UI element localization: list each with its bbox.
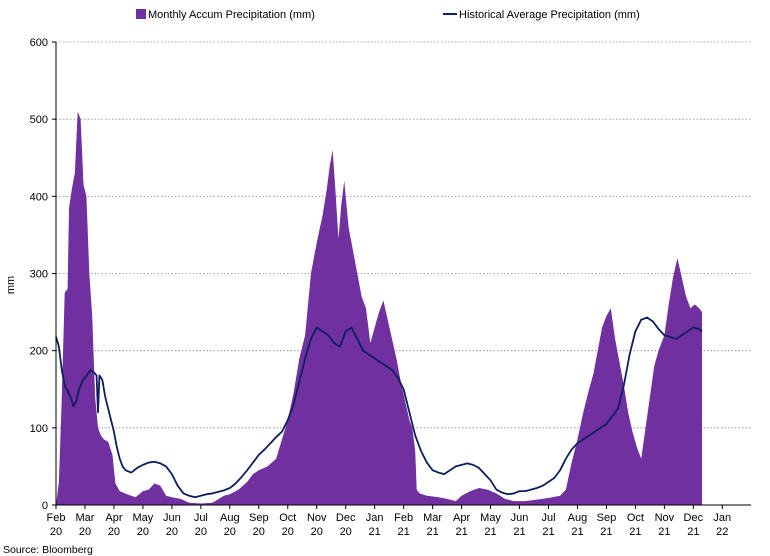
x-tick-label-year-10: 20 [340, 526, 352, 538]
x-tick-label-month-2: Apr [105, 512, 122, 524]
area-series-layer [56, 111, 703, 505]
x-tick-label-year-4: 20 [166, 526, 178, 538]
y-tick-label-500: 500 [30, 114, 48, 126]
x-tick-label-year-0: 20 [50, 526, 62, 538]
x-tick-label-year-11: 21 [369, 526, 381, 538]
x-tick-label-month-13: Mar [423, 512, 442, 524]
x-tick-label-month-19: Sep [597, 512, 617, 524]
x-tick-label-year-7: 20 [253, 526, 265, 538]
legend-label-area: Monthly Accum Precipitation (mm) [148, 9, 315, 21]
x-tick-label-month-3: May [133, 512, 154, 524]
x-tick-label-month-11: Jan [366, 512, 384, 524]
x-tick-label-year-20: 21 [629, 526, 641, 538]
x-tick-label-year-16: 21 [513, 526, 525, 538]
y-tick-label-600: 600 [30, 37, 48, 49]
x-tick-label-year-14: 21 [455, 526, 467, 538]
y-tick-labels: 0 100 200 300 400 500 600 [30, 37, 48, 512]
x-tick-label-month-10: Dec [336, 512, 356, 524]
x-tick-label-month-20: Oct [627, 512, 644, 524]
line-series-historical-average [55, 316, 703, 499]
x-tick-label-year-6: 20 [224, 526, 236, 538]
x-tick-label-month-15: May [480, 512, 501, 524]
x-tick-label-month-22: Dec [684, 512, 704, 524]
x-tick-label-year-3: 20 [137, 526, 149, 538]
x-tick-label-month-9: Nov [307, 512, 327, 524]
x-tick-label-month-6: Aug [220, 512, 240, 524]
x-tick-label-month-7: Sep [249, 512, 269, 524]
legend-item-area: Monthly Accum Precipitation (mm) [136, 9, 315, 21]
x-tick-label-year-19: 21 [600, 526, 612, 538]
x-tick-label-month-23: Jan [713, 512, 731, 524]
x-tick-label-year-18: 21 [571, 526, 583, 538]
x-tick-label-year-1: 20 [79, 526, 91, 538]
x-tick-label-year-23: 22 [716, 526, 728, 538]
x-tick-label-month-12: Feb [394, 512, 413, 524]
y-tick-label-100: 100 [30, 423, 48, 435]
y-tick-label-200: 200 [30, 346, 48, 358]
legend-item-line: Historical Average Precipitation (mm) [443, 9, 640, 21]
gridlines [56, 41, 751, 429]
legend-label-line: Historical Average Precipitation (mm) [459, 9, 640, 21]
x-tick-label-month-4: Jun [163, 512, 181, 524]
x-tick-label-month-5: Jul [194, 512, 208, 524]
legend-swatch-area [136, 9, 146, 19]
source-note: Source: Bloomberg [3, 544, 93, 556]
x-tick-label-year-15: 21 [484, 526, 496, 538]
x-tick-label-year-8: 20 [282, 526, 294, 538]
x-tick-label-month-1: Mar [75, 512, 94, 524]
x-tick-label-month-16: Jun [511, 512, 529, 524]
line-series-layer [55, 316, 703, 499]
x-tick-label-year-21: 21 [658, 526, 670, 538]
x-tick-label-month-18: Aug [568, 512, 588, 524]
y-axis-label: mm [5, 276, 17, 294]
x-tick-label-year-22: 21 [687, 526, 699, 538]
x-tick-label-month-8: Oct [279, 512, 296, 524]
x-tick-label-year-2: 20 [108, 526, 120, 538]
x-tick-label-month-14: Apr [453, 512, 470, 524]
x-tick-label-month-21: Nov [655, 512, 675, 524]
x-tick-label-year-13: 21 [426, 526, 438, 538]
y-tick-label-0: 0 [42, 500, 48, 512]
y-tick-label-400: 400 [30, 191, 48, 203]
x-tick-label-year-17: 21 [542, 526, 554, 538]
x-tick-label-year-9: 20 [311, 526, 323, 538]
axes [52, 41, 751, 509]
area-series-monthly-accum [56, 111, 703, 505]
y-tick-label-300: 300 [30, 269, 48, 281]
x-tick-label-month-17: Jul [541, 512, 555, 524]
x-tick-label-year-5: 20 [195, 526, 207, 538]
x-tick-label-year-12: 21 [398, 526, 410, 538]
legend: Monthly Accum Precipitation (mm) Histori… [136, 9, 640, 21]
x-tick-labels: Feb 20 Mar 20 Apr 20 May 20 Jun 20 Jul 20 Aug 20 Sep 20… [47, 512, 732, 538]
x-tick-label-month-0: Feb [47, 512, 66, 524]
